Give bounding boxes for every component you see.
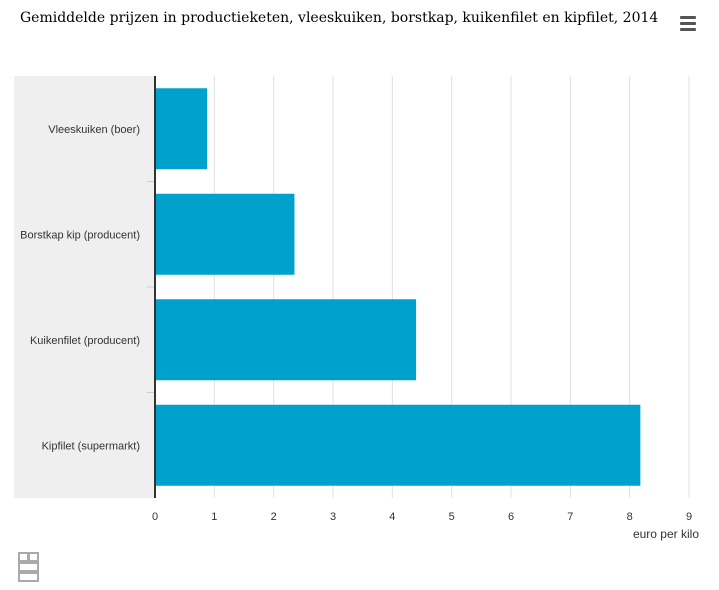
category-labels: Vleeskuiken (boer) Borstkap kip (producen…	[20, 124, 140, 453]
x-tick-label: 3	[330, 511, 336, 523]
bars	[155, 88, 641, 486]
category-label: Vleeskuiken (boer)	[48, 124, 140, 136]
x-tick-label: 7	[567, 511, 573, 523]
bar[interactable]	[155, 299, 417, 381]
x-tick-label: 0	[152, 511, 158, 523]
x-tick-label: 6	[508, 511, 514, 523]
bar[interactable]	[155, 88, 208, 170]
x-tick-label: 2	[271, 511, 277, 523]
x-tick-label: 8	[627, 511, 633, 523]
x-tick-label: 5	[449, 511, 455, 523]
bar[interactable]	[155, 404, 641, 486]
x-axis-title: euro per kilo	[633, 527, 699, 541]
x-tick-label: 9	[686, 511, 692, 523]
x-tick-label: 4	[389, 511, 395, 523]
category-label: Kipfilet (supermarkt)	[42, 440, 140, 452]
category-axis-band	[14, 76, 155, 498]
bar[interactable]	[155, 193, 295, 275]
x-tick-labels: 0 1 2 3 4 5 6 7 8 9	[152, 511, 692, 523]
cbs-logo-icon	[18, 552, 40, 582]
category-label: Kuikenfilet (producent)	[30, 335, 140, 347]
category-label: Borstkap kip (producent)	[20, 229, 140, 241]
chart-menu-button[interactable]	[676, 13, 700, 35]
x-tick-label: 1	[211, 511, 217, 523]
chart-title: Gemiddelde prijzen in productieketen, vl…	[20, 10, 659, 26]
